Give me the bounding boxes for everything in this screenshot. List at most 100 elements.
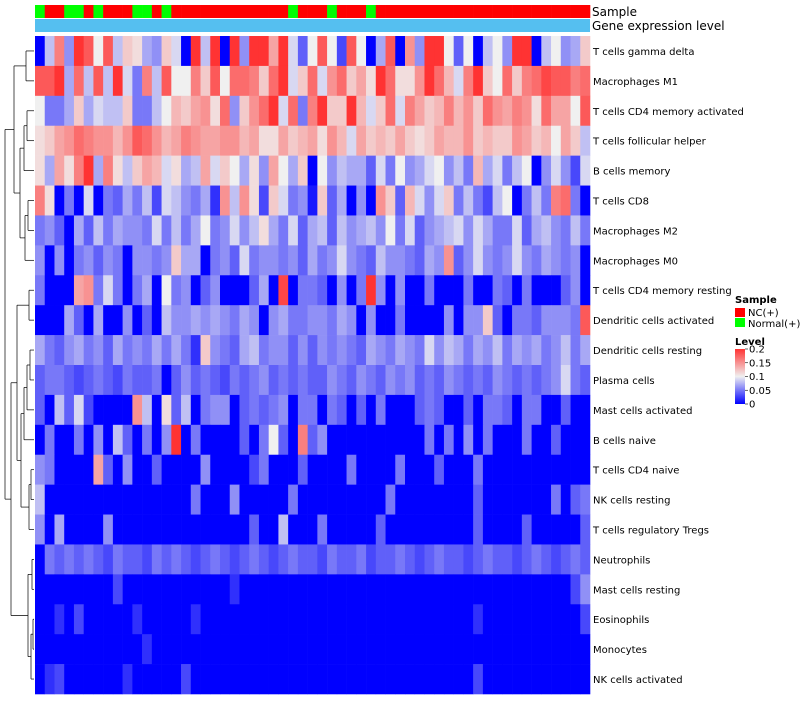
heatmap-cell (443, 365, 454, 396)
heatmap-cell (414, 604, 425, 635)
heatmap-cell (531, 215, 542, 246)
heatmap-cell (229, 544, 240, 575)
heatmap-cell (560, 185, 571, 216)
heatmap-cell (434, 514, 445, 545)
heatmap-cell (239, 664, 250, 695)
heatmap-cell (512, 634, 523, 665)
heatmap-cell (122, 305, 133, 336)
heatmap-cell (35, 574, 46, 605)
heatmap-cell (570, 245, 581, 276)
heatmap-cell (200, 424, 211, 456)
heatmap-cell (414, 245, 425, 276)
heatmap-cell (512, 185, 523, 216)
sample-track-cell (317, 5, 328, 18)
heatmap-cell (200, 215, 211, 246)
heatmap-cell (473, 36, 484, 67)
heatmap-cell (54, 664, 65, 695)
heatmap-cell (570, 275, 581, 306)
heatmap-cell (541, 36, 552, 67)
heatmap-cell (482, 36, 493, 67)
track-label-sample: Sample (592, 5, 637, 19)
heatmap-cell (570, 634, 581, 665)
heatmap-cell (580, 215, 591, 246)
heatmap-cell (54, 574, 65, 605)
heatmap-cell (229, 36, 240, 67)
heatmap-cell (288, 544, 299, 575)
legend-tick-label: 0.1 (749, 372, 765, 383)
heatmap-cell (356, 155, 367, 186)
heatmap-cell (521, 604, 532, 635)
heatmap-cell (502, 424, 513, 456)
heatmap-cell (414, 95, 425, 127)
heatmap-cell (317, 275, 328, 306)
heatmap-cell (570, 185, 581, 216)
heatmap-cell (560, 36, 571, 67)
heatmap-cell (297, 245, 308, 276)
heatmap-cell (395, 36, 406, 67)
heatmap-cell (44, 215, 55, 246)
heatmap-cell (375, 95, 386, 127)
heatmap-cell (297, 36, 308, 67)
heatmap-cell (278, 544, 289, 575)
heatmap-cell (171, 185, 182, 216)
heatmap-cell (64, 65, 75, 97)
track-label-gene-expression-level: Gene expression level (592, 19, 725, 33)
heatmap-cell (35, 335, 46, 366)
heatmap-cell (171, 215, 182, 246)
heatmap-cell (521, 65, 532, 97)
heatmap-cell (73, 125, 84, 156)
sample-track-cell (171, 5, 182, 18)
heatmap-cell (307, 125, 318, 156)
heatmap-cell (395, 394, 406, 426)
heatmap-cell (327, 365, 338, 396)
heatmap-cell (239, 185, 250, 216)
heatmap-cell (405, 36, 416, 67)
heatmap-cell (502, 65, 513, 97)
heatmap-cell (35, 36, 46, 67)
heatmap-cell (463, 634, 474, 665)
sample-track-cell (560, 5, 571, 18)
heatmap-cell (512, 215, 523, 246)
heatmap-cell (83, 484, 94, 515)
heatmap-cell (112, 604, 123, 635)
heatmap-cell (83, 305, 94, 336)
heatmap-cell (346, 424, 357, 456)
heatmap-cell (239, 514, 250, 545)
sample-track-cell (424, 5, 435, 18)
heatmap-cell (551, 155, 562, 186)
heatmap-cell (307, 394, 318, 426)
heatmap-cell (580, 95, 591, 127)
sample-track-cell (570, 5, 581, 18)
heatmap-cell (336, 484, 347, 515)
heatmap-cell (551, 664, 562, 695)
heatmap-cell (336, 65, 347, 97)
heatmap-cell (307, 664, 318, 695)
heatmap-cell (64, 95, 75, 127)
heatmap-cell (541, 185, 552, 216)
heatmap-cell (385, 514, 396, 545)
heatmap-cell (35, 275, 46, 306)
heatmap-cell (336, 215, 347, 246)
heatmap-cell (482, 514, 493, 545)
heatmap-cell (93, 604, 104, 635)
heatmap-cell (405, 454, 416, 485)
heatmap-cell (288, 664, 299, 695)
heatmap-cell (151, 335, 162, 366)
sample-track-cell (541, 5, 552, 18)
heatmap-cell (93, 155, 104, 186)
heatmap-cell (473, 604, 484, 635)
heatmap-cell (73, 155, 84, 186)
heatmap-cell (395, 245, 406, 276)
heatmap-cell (249, 155, 260, 186)
heatmap-cell (93, 544, 104, 575)
heatmap-cell (560, 514, 571, 545)
heatmap-cell (200, 604, 211, 635)
heatmap-cell (560, 664, 571, 695)
heatmap-cell (83, 155, 94, 186)
heatmap-cell (258, 664, 269, 695)
heatmap-cell (229, 514, 240, 545)
heatmap-cell (385, 664, 396, 695)
heatmap-cell (424, 36, 435, 67)
heatmap-cell (83, 245, 94, 276)
heatmap-cell (443, 95, 454, 127)
